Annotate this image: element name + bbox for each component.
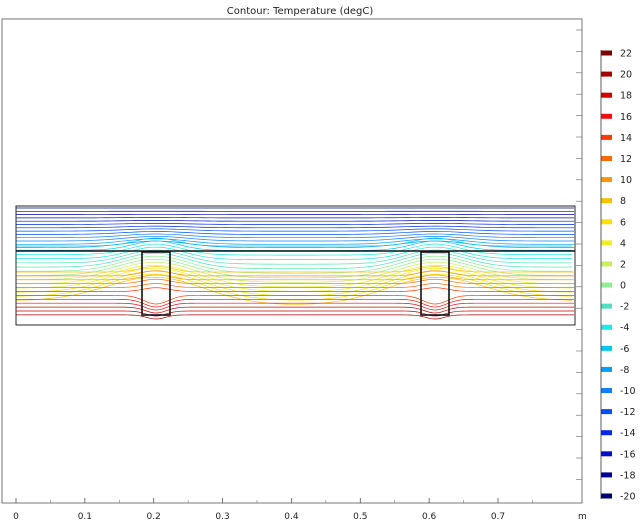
contour-line (15, 246, 572, 260)
contour-line (16, 278, 574, 285)
legend-swatch (601, 134, 612, 140)
legend-label: -2 (620, 302, 629, 313)
contour-line (16, 283, 574, 288)
legend-swatch (601, 240, 612, 246)
legend-swatch (601, 388, 612, 394)
legend-label: -8 (620, 365, 629, 376)
contour-line (15, 258, 572, 279)
contour-line (16, 220, 574, 222)
legend-swatch (601, 324, 612, 330)
legend-label: -4 (620, 323, 629, 334)
contour-line (16, 222, 574, 225)
legend-swatch (601, 345, 612, 351)
contour-line (16, 302, 574, 311)
legend-label: -6 (620, 344, 629, 355)
legend-label: -20 (620, 492, 636, 503)
domain-boundary (15, 205, 576, 326)
contour-line (16, 236, 574, 242)
contour-line (16, 238, 574, 245)
legend-swatch (601, 177, 612, 183)
contour-line (16, 228, 574, 232)
contour-line (15, 243, 573, 256)
frame-ticks (576, 29, 582, 480)
contour-line (16, 295, 574, 305)
x-tick-label: 0.4 (284, 512, 299, 522)
contour-line (15, 264, 573, 288)
legend-label: 22 (620, 49, 632, 60)
contour-line (15, 255, 572, 274)
legend-label: -14 (620, 428, 636, 439)
x-tick-label: 0.5 (353, 512, 367, 522)
legend-label: 10 (620, 175, 632, 186)
legend-label: 12 (620, 154, 632, 165)
plot-title: Contour: Temperature (degC) (226, 6, 374, 17)
legend-swatch (601, 472, 612, 478)
contour-line (16, 298, 574, 308)
contour-line (16, 287, 574, 292)
stud-left (141, 251, 171, 316)
contour-line (16, 233, 574, 239)
geometry-outline (15, 205, 576, 326)
contour-line (16, 270, 574, 277)
contour-line (15, 277, 573, 305)
legend-swatch (601, 113, 612, 119)
legend-swatch (601, 430, 612, 436)
legend-label: 4 (620, 238, 626, 249)
contour-line (16, 231, 574, 235)
legend-swatch (601, 219, 612, 225)
legend-label: 2 (620, 259, 626, 270)
x-axis: 0 0.1 0.2 0.3 0.4 0.5 0.6 0.7 (13, 498, 533, 522)
legend-label: -16 (620, 449, 636, 460)
contour-line (16, 237, 572, 247)
legend-label: 16 (620, 112, 632, 123)
legend-label: 18 (620, 91, 632, 102)
legend-label: -10 (620, 386, 636, 397)
contour-line (16, 266, 574, 273)
legend-swatch (601, 261, 612, 267)
legend-swatch (601, 198, 612, 204)
legend-label: 6 (620, 217, 626, 228)
legend-swatch (601, 282, 612, 288)
stud-right (420, 251, 450, 316)
x-tick-label: 0.2 (147, 512, 161, 522)
contour-line (15, 249, 572, 265)
contour-line (15, 252, 573, 270)
contour-line (15, 273, 573, 301)
legend-swatch (601, 50, 612, 56)
legend-swatch (601, 71, 612, 77)
x-tick-label: 0.3 (215, 512, 229, 522)
legend-swatch (601, 451, 612, 457)
legend-swatch (601, 493, 612, 499)
contour-line (15, 261, 573, 283)
contour-line (16, 306, 574, 314)
color-legend: 2220181614121086420-2-4-6-8-10-12-14-16-… (600, 49, 636, 503)
x-tick-label: 0.1 (78, 512, 92, 522)
contour-line (16, 225, 574, 229)
legend-label: -12 (620, 407, 636, 418)
x-tick-label: 0.7 (491, 512, 505, 522)
legend-swatch (601, 303, 612, 309)
plot-frame (1, 18, 583, 504)
contour-line (16, 310, 574, 317)
contour-lines (15, 207, 574, 320)
x-tick-label: 0.6 (422, 512, 437, 522)
x-tick-label: 0 (13, 512, 19, 522)
legend-label: 0 (620, 281, 626, 292)
legend-label: 14 (620, 133, 632, 144)
legend-swatch (601, 366, 612, 372)
x-unit-label: m (578, 512, 587, 522)
legend-swatch (601, 155, 612, 161)
contour-line (16, 274, 574, 281)
contour-line (16, 314, 574, 320)
legend-label: 20 (620, 70, 632, 81)
legend-label: 8 (620, 196, 626, 207)
legend-swatch (601, 409, 612, 415)
legend-swatch (601, 92, 612, 98)
legend-label: -18 (620, 470, 636, 481)
